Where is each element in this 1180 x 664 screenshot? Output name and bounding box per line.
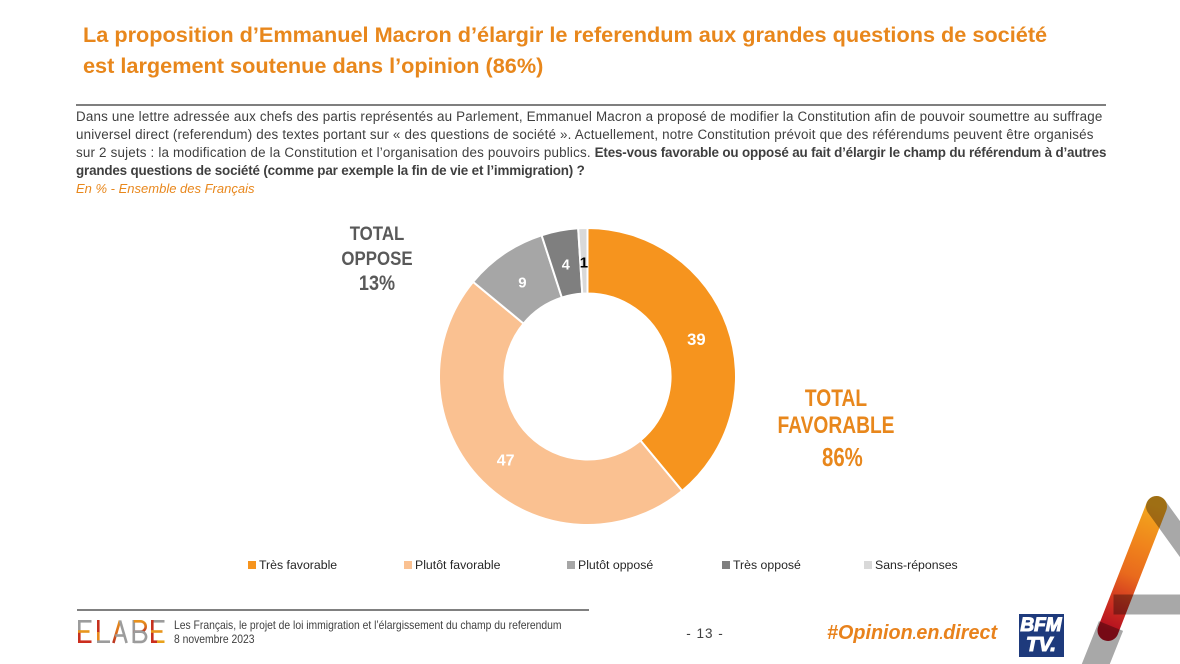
- svg-text:9: 9: [518, 275, 526, 292]
- svg-text:1: 1: [580, 255, 588, 272]
- svg-text:TV.: TV.: [1026, 633, 1056, 656]
- svg-text:4: 4: [562, 257, 570, 273]
- svg-text:47: 47: [497, 453, 515, 470]
- svg-text:BFM: BFM: [1020, 615, 1062, 636]
- svg-text:39: 39: [687, 330, 705, 349]
